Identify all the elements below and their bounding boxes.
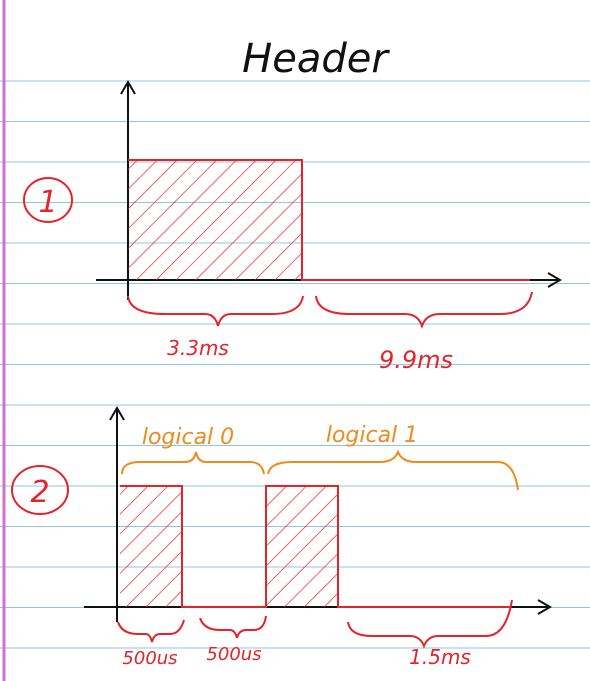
- diagram-1-high-time: 3.3ms: [167, 336, 229, 360]
- diagram-1-high-brace: [127, 295, 304, 327]
- diagram-1: 1 3.3ms 9.9ms: [23, 80, 562, 374]
- low-one-brace: [347, 599, 513, 649]
- gap-zero-time: 500us: [206, 644, 261, 665]
- diagram-2: 2 logical 0 logical 1 500us 500us 1.5ms: [11, 406, 552, 669]
- logical-zero-brace: [121, 451, 265, 475]
- pulse-zero-time: 500us: [122, 648, 177, 669]
- diagram-1-low-time: 9.9ms: [379, 346, 453, 374]
- diagram-1-low-brace: [315, 291, 533, 330]
- diagram-2-y-arrow: [109, 406, 125, 421]
- diagram-2-label: 2: [30, 475, 49, 510]
- diagram-2-circle: [11, 465, 69, 515]
- low-one-time: 1.5ms: [409, 645, 471, 669]
- gap-zero-brace: [199, 615, 267, 639]
- logical-zero-label: logical 0: [142, 425, 234, 450]
- diagram-2-pulse-one: [266, 486, 338, 607]
- diagram-1-label: 1: [38, 185, 57, 220]
- diagram-1-high-pulse: [128, 160, 302, 280]
- logical-one-brace: [267, 449, 519, 491]
- diagram-1-y-arrow: [120, 80, 136, 95]
- page-title: Header: [242, 36, 390, 82]
- diagram-2-x-arrow: [537, 599, 552, 615]
- diagram-1-circle: [23, 177, 73, 223]
- logical-one-label: logical 1: [326, 423, 418, 448]
- pulse-zero-brace: [117, 619, 185, 643]
- diagram-2-signal: [120, 485, 510, 608]
- diagram-1-x-arrow: [547, 272, 562, 288]
- diagram-2-pulse-zero: [120, 486, 182, 607]
- diagram-1-signal: [128, 159, 530, 281]
